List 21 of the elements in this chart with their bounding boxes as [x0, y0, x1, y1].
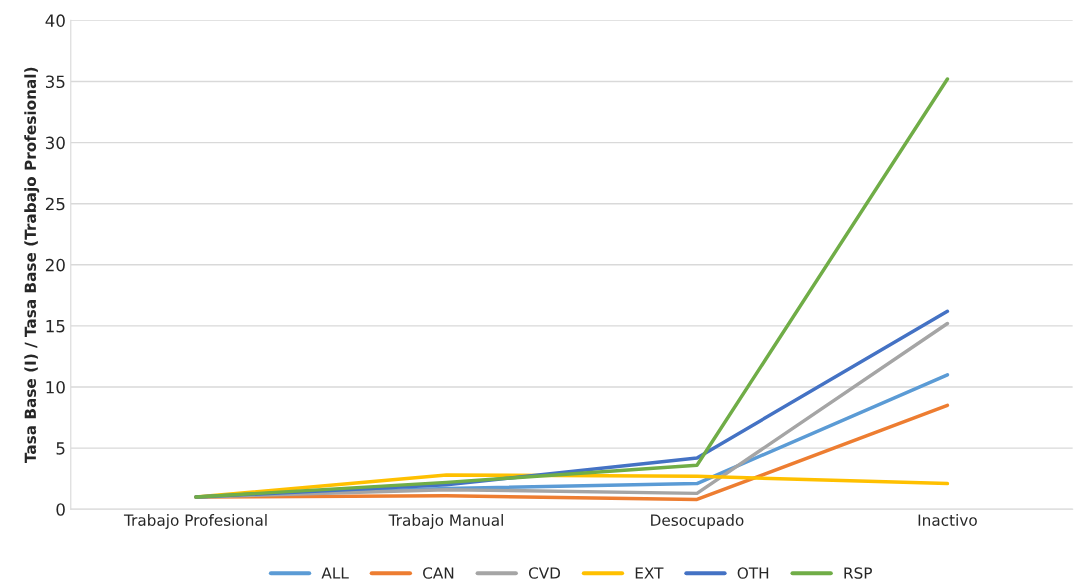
x-tick-label: Trabajo Manual [388, 514, 503, 529]
legend-label: OTH [737, 567, 769, 579]
y-tick-label: 15 [46, 320, 65, 333]
y-tick-label: 0 [56, 503, 65, 516]
legend-label: CVD [528, 567, 561, 579]
y-tick-label: 20 [45, 258, 65, 272]
y-tick-label: 25 [45, 197, 65, 211]
y-tick-label: 5 [56, 442, 65, 455]
x-tick-label: Trabajo Profesional [123, 514, 267, 529]
y-tick-label: 35 [45, 75, 65, 89]
y-tick-label: 30 [45, 136, 65, 150]
y-tick-label: 10 [46, 380, 65, 394]
legend-label: CAN [423, 567, 454, 579]
x-tick-label: Inactivo [918, 514, 977, 526]
x-tick-label: Desocupado [651, 514, 744, 529]
y-axis-title: Tasa Base (I) / Tasa Base (Trabajo Profesional) [24, 67, 40, 464]
line-series [194, 77, 950, 499]
legend-label: ALL [321, 567, 349, 579]
legend-label: EXT [635, 567, 664, 579]
y-tick-label: 40 [45, 14, 65, 27]
legend-label: RSP [844, 567, 872, 579]
